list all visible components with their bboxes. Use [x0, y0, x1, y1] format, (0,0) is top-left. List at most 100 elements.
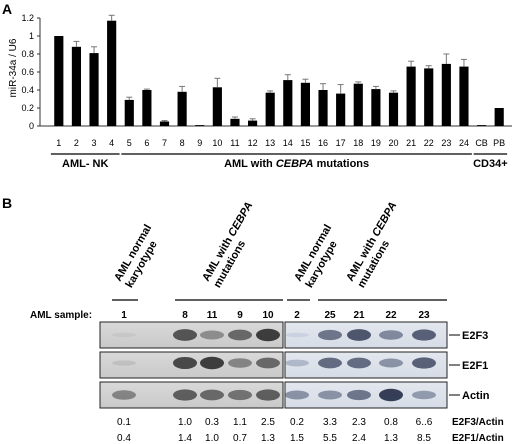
- bar: [107, 20, 117, 127]
- blot-label: E2F1: [462, 360, 488, 372]
- bar: [318, 90, 328, 126]
- blot-band: [228, 389, 252, 401]
- blot-band: [200, 356, 224, 370]
- blot-band: [173, 356, 197, 370]
- sample-number: 9: [237, 310, 243, 321]
- ratio-value: 1.1: [233, 417, 247, 428]
- blot-band: [256, 328, 280, 342]
- bar-chart: 00.20.40.60.811.21 2 3 4 5 6 7 8 9 10 11 12 13 14 15 16…: [21, 13, 512, 170]
- x-tick-label: 18: [353, 138, 363, 148]
- ratio-value: 1.3: [261, 433, 275, 444]
- bar: [212, 87, 222, 126]
- blot-band: [412, 329, 436, 341]
- bar: [371, 89, 381, 126]
- x-tick-label: 19: [371, 138, 381, 148]
- blot-band: [228, 358, 252, 368]
- blot-band: [173, 389, 197, 401]
- sample-number: 22: [385, 310, 397, 321]
- y-tick-label: 0: [29, 121, 34, 131]
- x-tick-label: 4: [109, 138, 114, 148]
- y-tick-label: 0.4: [21, 85, 34, 95]
- blot-band: [200, 389, 224, 401]
- x-tick-label: PB: [493, 138, 505, 148]
- blot-band: [347, 389, 371, 401]
- x-tick-label: 22: [424, 138, 434, 148]
- x-tick-label: 20: [388, 138, 398, 148]
- blot-band: [285, 359, 309, 367]
- y-tick-label: 0.2: [21, 103, 34, 113]
- y-tick-label: 0.6: [21, 67, 34, 77]
- bar: [142, 90, 152, 126]
- x-tick-label: 12: [248, 138, 258, 148]
- sample-number: 23: [418, 310, 430, 321]
- blot-label: E2F3: [462, 330, 488, 342]
- x-tick-label: 24: [459, 138, 469, 148]
- bar: [388, 92, 399, 126]
- ratio-value: 0.3: [205, 417, 219, 428]
- sample-number: 1: [121, 310, 127, 321]
- blot-band: [173, 329, 197, 341]
- bar: [441, 63, 451, 126]
- bar: [124, 99, 134, 126]
- bar: [159, 121, 170, 126]
- x-tick-label: 8: [180, 138, 185, 148]
- blot-band: [285, 390, 309, 400]
- blot-label: Actin: [462, 390, 490, 402]
- ratio-value: 0.7: [233, 433, 247, 444]
- ratio-label: E2F1/Actin: [452, 433, 504, 444]
- blot-band: [112, 360, 136, 366]
- x-tick-label: 21: [406, 138, 416, 148]
- ratio-value: 1.5: [290, 433, 304, 444]
- blot-band: [379, 358, 403, 368]
- x-tick-label: 5: [127, 138, 132, 148]
- blot-band: [412, 390, 436, 400]
- blot-band: [379, 388, 403, 402]
- ratio-value: 3.3: [323, 417, 337, 428]
- ratio-value: 0.8: [384, 417, 398, 428]
- ratio-value: 1.0: [205, 433, 219, 444]
- sample-number: 10: [262, 310, 274, 321]
- ratio-value: 5.5: [323, 433, 337, 444]
- bar: [494, 108, 504, 126]
- x-tick-label: 23: [441, 138, 451, 148]
- bar: [195, 125, 205, 126]
- x-tick-label: 6: [144, 138, 149, 148]
- blot-band: [318, 329, 342, 341]
- x-tick-label: 13: [265, 138, 275, 148]
- ratio-value: 2.5: [261, 417, 275, 428]
- bar: [459, 66, 469, 126]
- blot-band: [112, 390, 136, 400]
- panel-a-label: A: [2, 1, 12, 17]
- blot-band: [256, 389, 280, 401]
- bar: [265, 92, 275, 126]
- bar: [353, 83, 363, 126]
- x-tick-label: 15: [300, 138, 310, 148]
- panel-b-label: B: [2, 195, 12, 211]
- blot-band: [347, 357, 371, 369]
- x-tick-label: 17: [336, 138, 346, 148]
- x-tick-label: 11: [230, 138, 239, 148]
- x-tick-label: 16: [318, 138, 328, 148]
- blot-band: [318, 357, 342, 369]
- ratio-value: 8.5: [417, 433, 431, 444]
- x-tick-label: 1: [56, 138, 61, 148]
- bar: [476, 125, 487, 126]
- sample-number: 11: [207, 310, 218, 321]
- bar: [406, 66, 416, 126]
- blot-band: [228, 329, 252, 341]
- bar: [300, 82, 311, 126]
- bar: [424, 68, 434, 126]
- x-tick-label: 2: [74, 138, 79, 148]
- x-tick-label: CB: [475, 138, 488, 148]
- y-axis-title: miR-34a / U6: [8, 38, 19, 97]
- x-tick-label: 3: [92, 138, 97, 148]
- aml-sample-row-title: AML sample:: [30, 310, 92, 321]
- y-tick-label: 1: [29, 31, 34, 41]
- x-tick-label: 14: [283, 138, 293, 148]
